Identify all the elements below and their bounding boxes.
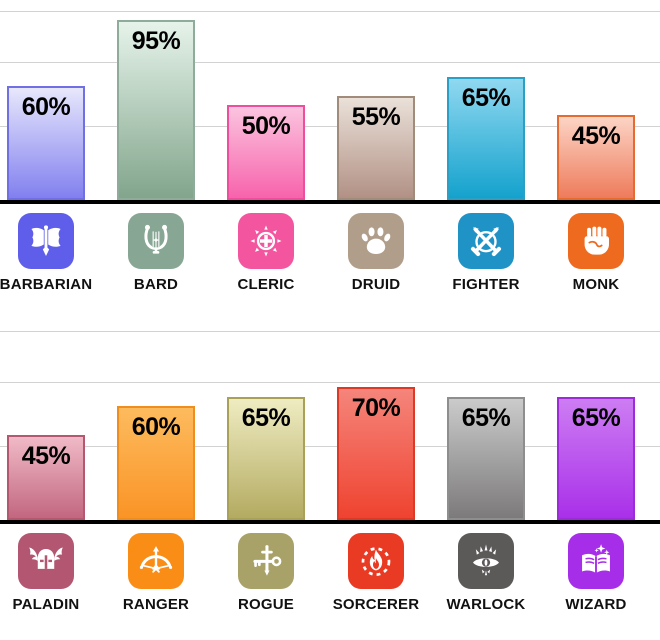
class-column-warlock: WARLOCK — [431, 533, 541, 613]
bar-value-label: 45% — [571, 121, 621, 150]
bar-druid: 55% — [337, 95, 415, 200]
bar-value-label: 95% — [131, 26, 181, 55]
chart-column-barbarian: 60% — [0, 20, 101, 200]
gridline — [0, 11, 660, 12]
chart-section-top: 60% 95% 50% 55% 65% 45% BARBARIAN BARD CLERIC DR… — [0, 0, 660, 293]
flame-icon — [348, 533, 404, 589]
gridline — [0, 126, 660, 127]
class-name-label: WIZARD — [565, 596, 627, 613]
class-name-label: ROGUE — [237, 596, 294, 613]
bar-value-label: 60% — [131, 413, 181, 441]
bar-value-label: 70% — [351, 394, 401, 422]
key-dagger-icon — [238, 533, 294, 589]
chart-column-monk: 45% — [541, 20, 651, 200]
paw-print-icon — [348, 213, 404, 269]
x-axis-baseline-bottom — [0, 520, 660, 524]
bar-ranger: 60% — [117, 406, 195, 520]
arcane-eye-icon — [458, 533, 514, 589]
class-name-label: DRUID — [351, 276, 401, 293]
bar-value-label: 50% — [241, 112, 291, 140]
class-column-paladin: PALADIN — [0, 533, 101, 613]
bar-warlock: 65% — [447, 396, 525, 520]
bar-barbarian: 60% — [7, 86, 85, 200]
bar-value-label: 60% — [21, 93, 71, 121]
chart-column-wizard: 65% — [541, 387, 651, 520]
bar-bard: 95% — [117, 19, 195, 200]
chart-section-bottom: 45% 60% 65% 70% 65% 65% PALADIN RANGER ROGUE SOR… — [0, 320, 660, 640]
class-name-label: CLERIC — [237, 276, 295, 293]
bar-value-label: 65% — [461, 403, 511, 432]
bow-arrow-icon — [128, 533, 184, 589]
crossed-swords-icon — [458, 213, 514, 269]
bars-row-bottom: 45% 60% 65% 70% 65% 65% — [0, 387, 651, 520]
chart-column-fighter: 65% — [431, 20, 541, 200]
bar-value-label: 65% — [241, 403, 291, 432]
gridline — [0, 62, 660, 63]
bar-value-label: 65% — [571, 403, 621, 432]
class-name-label: BARD — [133, 276, 179, 293]
bar-rogue: 65% — [227, 396, 305, 520]
bar-value-label: 45% — [21, 441, 71, 470]
x-axis-baseline-top — [0, 200, 660, 204]
bar-sorcerer: 70% — [337, 387, 415, 520]
bar-cleric: 50% — [227, 105, 305, 200]
class-column-barbarian: BARBARIAN — [0, 213, 101, 293]
plot-area-top: 60% 95% 50% 55% 65% 45% — [0, 0, 660, 204]
class-name-label: RANGER — [122, 596, 190, 613]
class-column-cleric: CLERIC — [211, 213, 321, 293]
class-name-label: FIGHTER — [452, 276, 520, 293]
class-column-druid: DRUID — [321, 213, 431, 293]
bar-monk: 45% — [557, 114, 635, 200]
class-column-bard: BARD — [101, 213, 211, 293]
lyre-icon — [128, 213, 184, 269]
spellbook-icon — [568, 533, 624, 589]
icon-row-bottom: PALADIN RANGER ROGUE SORCERER WARLOCK WIZARD — [0, 524, 651, 613]
plot-area-bottom: 45% 60% 65% 70% 65% 65% — [0, 320, 660, 524]
chart-column-cleric: 50% — [211, 20, 321, 200]
class-name-label: PALADIN — [12, 596, 80, 613]
chart-column-warlock: 65% — [431, 387, 541, 520]
class-column-wizard: WIZARD — [541, 533, 651, 613]
chart-column-bard: 95% — [101, 19, 211, 200]
chart-column-ranger: 60% — [101, 387, 211, 520]
bar-wizard: 65% — [557, 396, 635, 520]
holy-cross-icon — [238, 213, 294, 269]
chart-column-druid: 55% — [321, 20, 431, 200]
icon-row-top: BARBARIAN BARD CLERIC DRUID FIGHTER MONK — [0, 204, 651, 293]
bar-paladin: 45% — [7, 434, 85, 520]
class-column-rogue: ROGUE — [211, 533, 321, 613]
chart-column-rogue: 65% — [211, 387, 321, 520]
winged-helmet-icon — [18, 533, 74, 589]
chart-column-sorcerer: 70% — [321, 387, 431, 520]
bar-fighter: 65% — [447, 76, 525, 200]
class-name-label: SORCERER — [332, 596, 420, 613]
bar-value-label: 65% — [461, 83, 511, 112]
class-name-label: BARBARIAN — [0, 276, 93, 293]
bar-value-label: 55% — [351, 102, 401, 131]
class-column-sorcerer: SORCERER — [321, 533, 431, 613]
fist-icon — [568, 213, 624, 269]
bars-row-top: 60% 95% 50% 55% 65% 45% — [0, 19, 651, 200]
class-name-label: MONK — [572, 276, 620, 293]
class-column-monk: MONK — [541, 213, 651, 293]
gridline — [0, 382, 660, 383]
gridline — [0, 331, 660, 332]
class-column-fighter: FIGHTER — [431, 213, 541, 293]
class-name-label: WARLOCK — [446, 596, 526, 613]
chart-column-paladin: 45% — [0, 387, 101, 520]
gridline — [0, 446, 660, 447]
double-axe-icon — [18, 213, 74, 269]
class-column-ranger: RANGER — [101, 533, 211, 613]
